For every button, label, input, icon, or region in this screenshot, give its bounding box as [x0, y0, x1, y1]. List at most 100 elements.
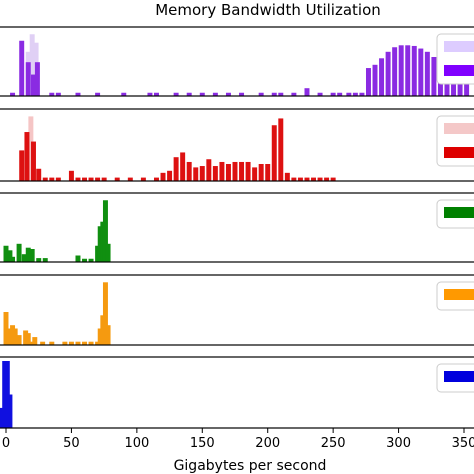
- bar: [3, 312, 9, 345]
- bar: [140, 177, 146, 181]
- x-axis-label: Gigabytes per second: [174, 458, 327, 474]
- bar: [6, 328, 12, 345]
- bar: [49, 177, 55, 181]
- bar: [2, 361, 8, 428]
- bar: [147, 92, 153, 96]
- bar: [101, 177, 107, 181]
- legend: [436, 281, 474, 311]
- bar: [330, 177, 336, 181]
- x-tick-label: 0: [2, 436, 10, 451]
- bar: [271, 125, 277, 181]
- bar: [55, 177, 61, 181]
- bar: [75, 255, 81, 262]
- legend-swatch: [444, 289, 474, 300]
- legend-swatch: [444, 41, 474, 52]
- bar: [105, 325, 111, 345]
- bar: [180, 152, 186, 181]
- bar: [154, 92, 159, 96]
- bar: [82, 177, 87, 181]
- bar: [97, 328, 103, 345]
- x-axis: 0 50 100 150 200 250 300 350: [2, 428, 474, 451]
- bar: [199, 166, 205, 181]
- bar: [16, 243, 22, 262]
- bar: [239, 161, 245, 181]
- bar: [405, 45, 411, 96]
- bar: [304, 177, 310, 181]
- bar: [95, 92, 101, 96]
- bar: [40, 341, 46, 345]
- bar: [10, 92, 16, 96]
- bar: [42, 258, 48, 262]
- bar: [62, 341, 68, 345]
- bar: [100, 221, 106, 262]
- bar: [352, 92, 358, 96]
- panel-frame: [0, 356, 474, 429]
- bar: [97, 226, 103, 262]
- bar: [225, 92, 231, 96]
- bar: [19, 40, 25, 96]
- x-tick-label: 200: [255, 436, 280, 451]
- bar: [75, 177, 81, 181]
- bar: [49, 341, 55, 345]
- x-tick-label: 100: [124, 436, 149, 451]
- panel-2: [0, 108, 474, 182]
- bar: [464, 83, 470, 96]
- x-tick-label: 250: [321, 436, 346, 451]
- bar: [7, 394, 13, 428]
- bar: [75, 92, 81, 96]
- bar: [34, 62, 40, 96]
- bar: [232, 161, 238, 181]
- panels: [0, 26, 474, 429]
- bar: [365, 68, 371, 96]
- bar: [317, 92, 323, 96]
- bar: [10, 325, 16, 345]
- bar: [239, 92, 245, 96]
- bar: [12, 328, 18, 345]
- bar: [291, 92, 297, 96]
- panel-frame: [0, 274, 474, 346]
- x-tick-label: 50: [63, 436, 80, 451]
- bar: [4, 361, 10, 428]
- bar: [88, 177, 94, 181]
- bar: [385, 51, 391, 96]
- bar: [24, 132, 30, 181]
- bar: [42, 177, 48, 181]
- bar: [154, 177, 159, 181]
- bar: [379, 58, 385, 96]
- legend-swatch: [444, 147, 474, 158]
- x-tick-label: 300: [386, 436, 411, 451]
- bar: [398, 45, 404, 96]
- bar: [337, 92, 343, 96]
- bar: [271, 92, 277, 96]
- bar: [252, 167, 258, 181]
- bar: [278, 92, 284, 96]
- bar: [418, 48, 424, 96]
- bar: [30, 141, 36, 181]
- x-tick-label: 150: [190, 436, 215, 451]
- bar: [411, 45, 417, 96]
- chart-title: Memory Bandwidth Utilization: [155, 1, 381, 19]
- bar: [114, 177, 120, 181]
- bar: [186, 92, 192, 96]
- bar: [173, 92, 179, 96]
- bar: [346, 92, 352, 96]
- bar: [206, 159, 212, 181]
- bar: [127, 177, 133, 181]
- bar: [284, 172, 290, 181]
- bar: [29, 249, 35, 262]
- bar: [100, 315, 106, 345]
- bar: [324, 177, 330, 181]
- bar: [121, 92, 127, 96]
- legend: [436, 363, 474, 393]
- bar: [32, 337, 38, 345]
- bar: [28, 116, 34, 181]
- bar: [95, 341, 101, 345]
- bar: [3, 245, 9, 262]
- bar: [75, 341, 81, 345]
- bar: [186, 161, 192, 181]
- panel-3: [0, 192, 474, 263]
- bar: [245, 161, 251, 181]
- bar: [68, 170, 74, 181]
- bar: [49, 92, 55, 96]
- bar: [25, 62, 31, 96]
